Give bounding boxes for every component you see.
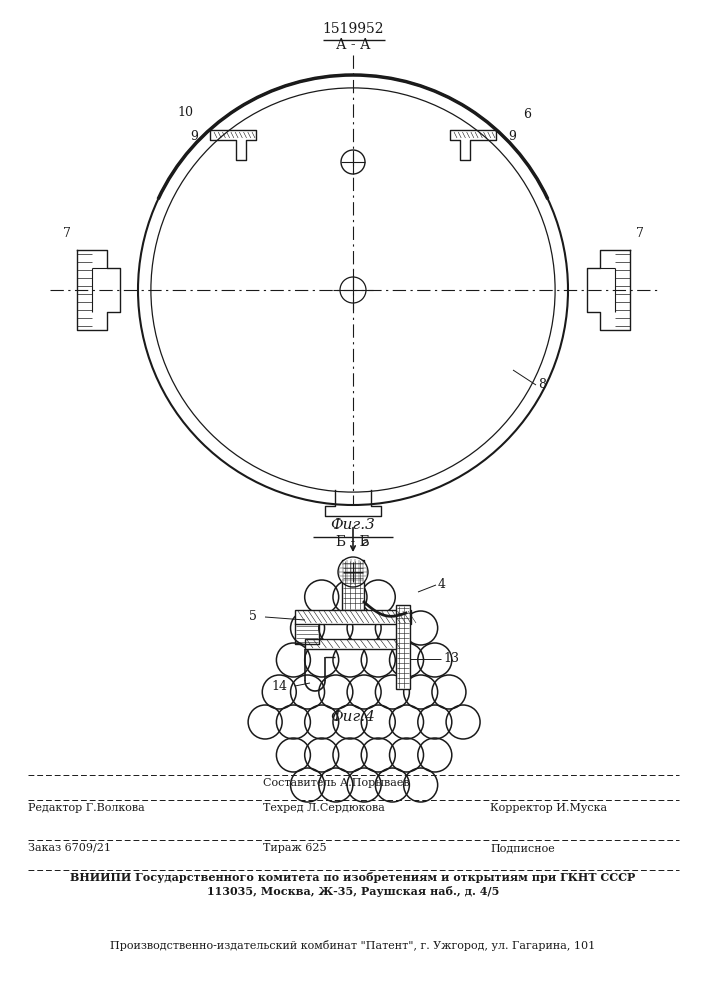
Text: Заказ 6709/21: Заказ 6709/21 [28,843,111,853]
Text: Составитель А.Порываев: Составитель А.Порываев [263,778,409,788]
Bar [342,560,364,610]
Text: 13: 13 [443,652,459,666]
Text: Техред Л.Сердюкова: Техред Л.Сердюкова [263,803,385,813]
Text: Фиг.3: Фиг.3 [331,518,375,532]
Text: Б - Б: Б - Б [336,535,370,549]
Bar [396,605,410,689]
Text: Фиг.4: Фиг.4 [331,710,375,724]
Text: 14: 14 [271,680,287,692]
Circle shape [341,150,365,174]
Text: 4: 4 [438,578,446,591]
Text: 1519952: 1519952 [322,22,384,36]
Text: 10: 10 [177,105,193,118]
Text: ВНИИПИ Государственного комитета по изобретениям и открытиям при ГКНТ СССР: ВНИИПИ Государственного комитета по изоб… [71,872,636,883]
Circle shape [338,557,368,587]
Text: Тираж 625: Тираж 625 [263,843,327,853]
Text: 9: 9 [508,130,516,143]
Text: 8: 8 [538,378,546,391]
Text: Производственно-издательский комбинат "Патент", г. Ужгород, ул. Гагарина, 101: Производственно-издательский комбинат "П… [110,940,595,951]
Bar [295,610,411,624]
Text: 113035, Москва, Ж-35, Раушская наб., д. 4/5: 113035, Москва, Ж-35, Раушская наб., д. … [207,886,499,897]
Text: А - А: А - А [336,38,370,52]
Text: 5: 5 [249,610,257,624]
Text: 6: 6 [523,108,531,121]
Text: 9: 9 [190,130,198,143]
Text: 7: 7 [636,227,644,240]
Text: 7: 7 [63,227,71,240]
Text: Редактор Г.Волкова: Редактор Г.Волкова [28,803,145,813]
Bar [305,639,396,649]
Text: г: г [361,536,368,549]
Text: Корректор И.Муска: Корректор И.Муска [490,803,607,813]
Text: Подписное: Подписное [490,843,555,853]
